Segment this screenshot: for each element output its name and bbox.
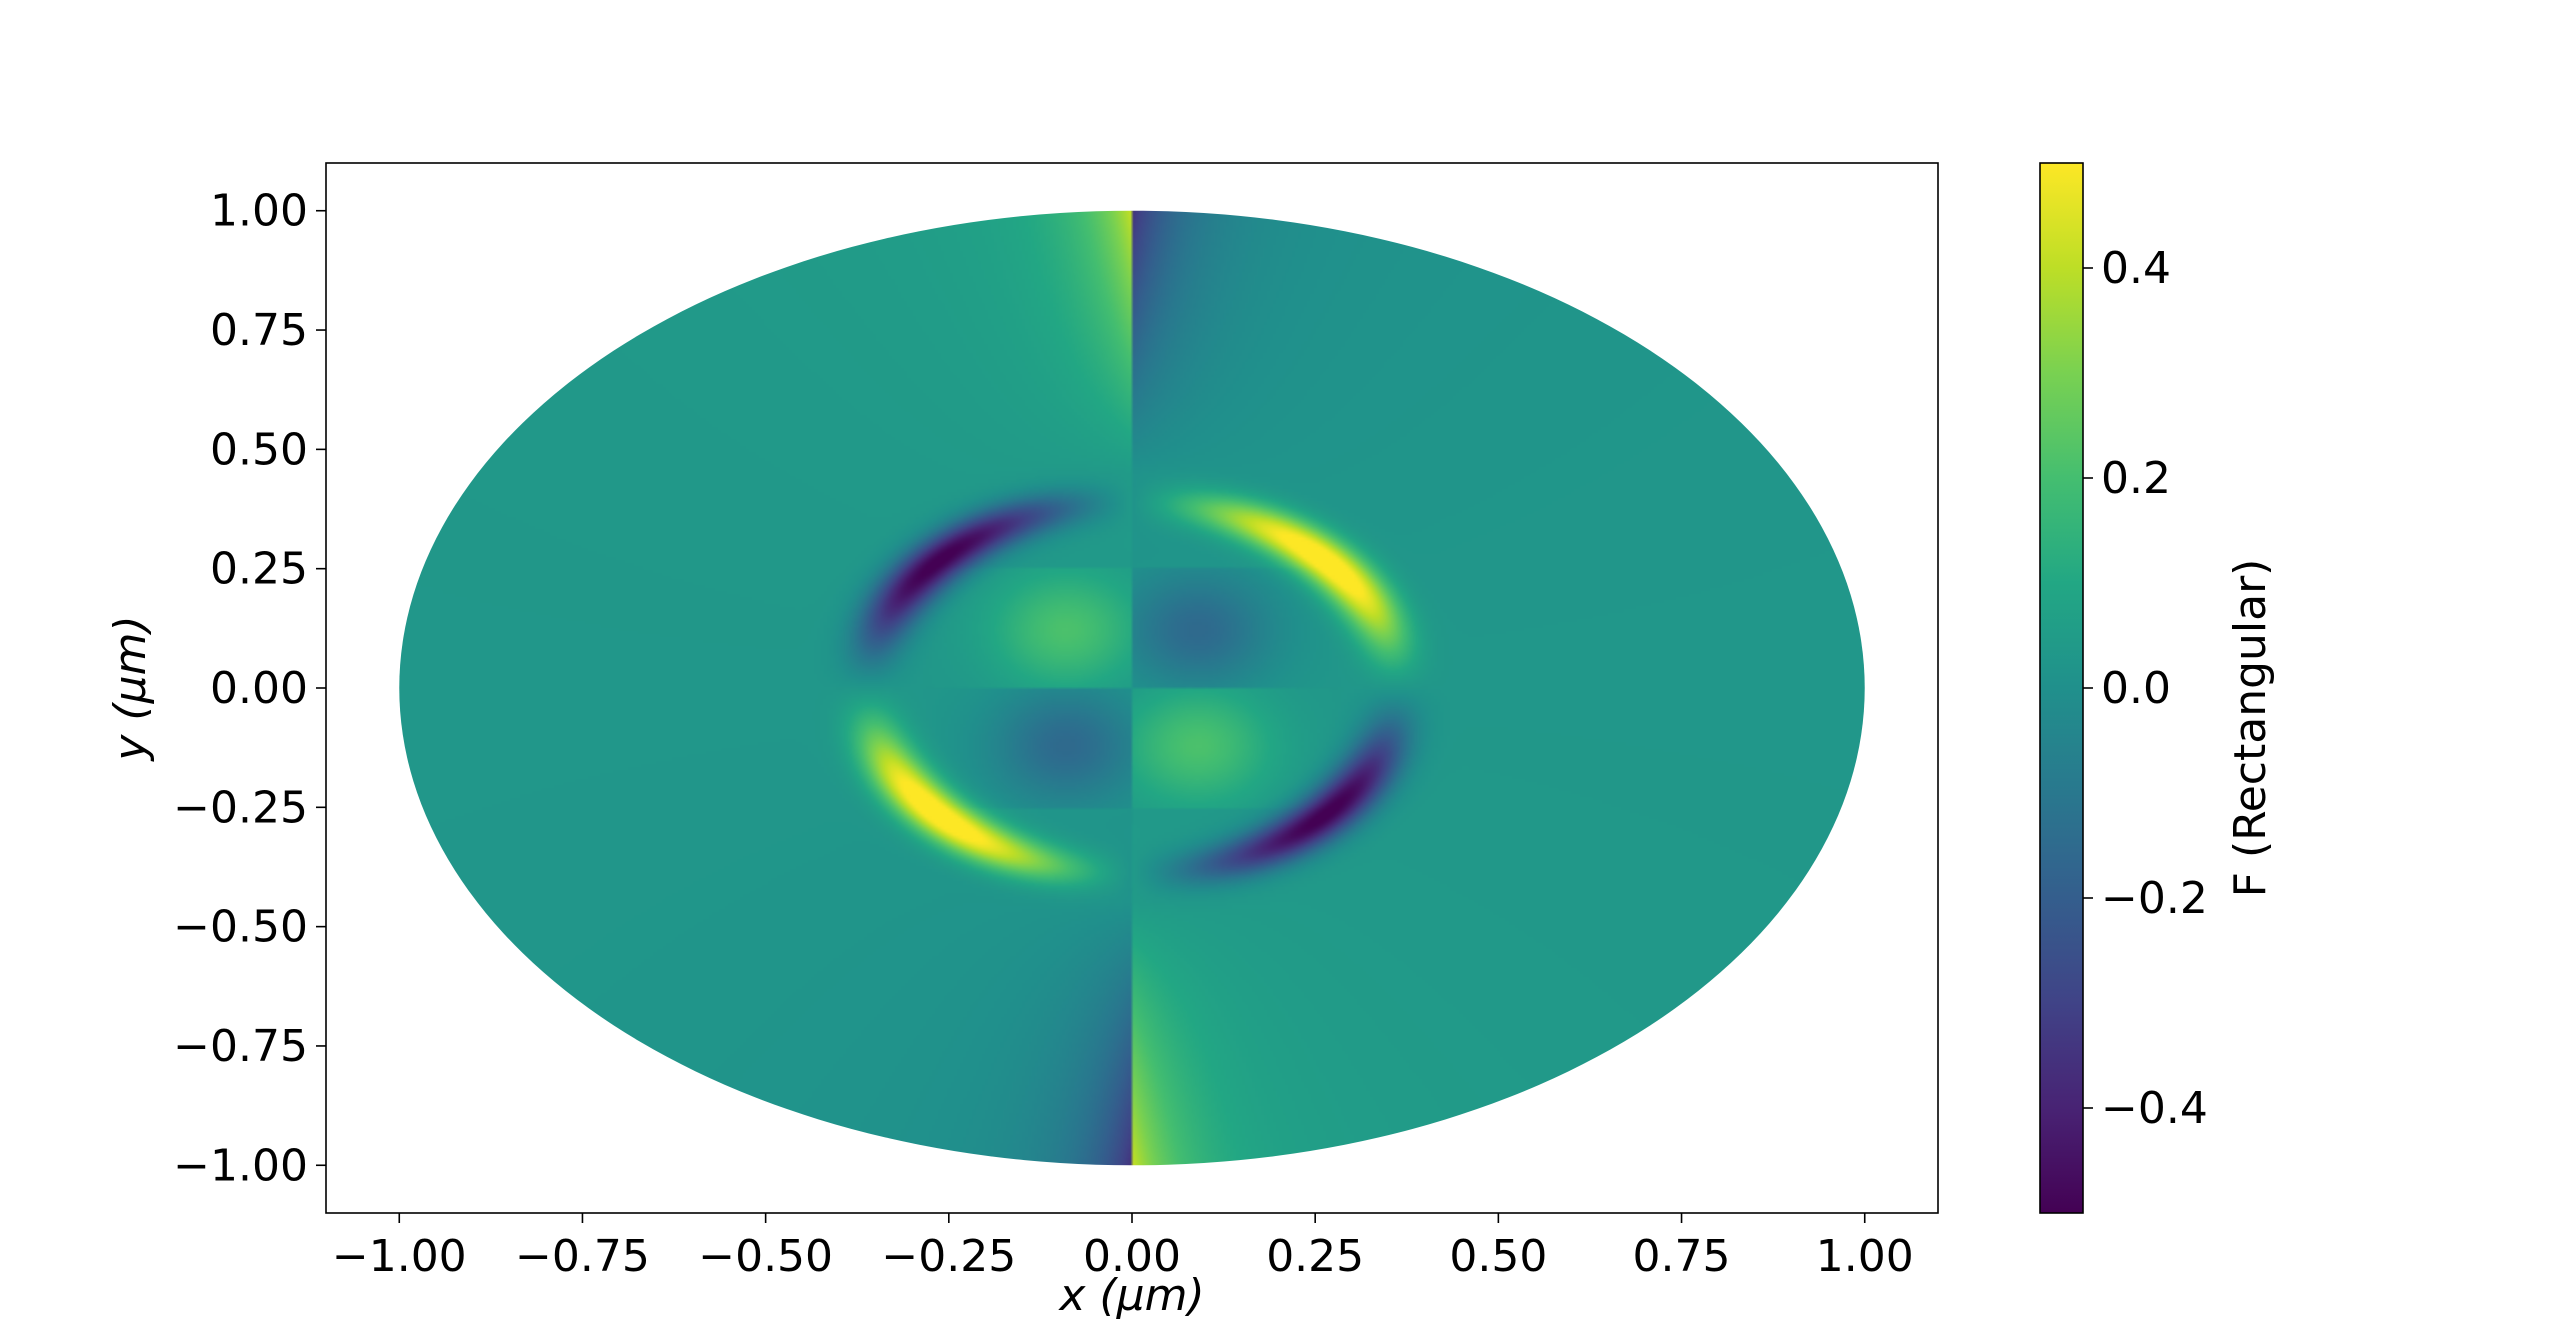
colorbar-gradient (2040, 163, 2083, 1213)
y-axis-label: y (μm) (105, 615, 156, 762)
x-axis-label: x (μm) (1057, 1270, 1204, 1321)
y-tick-label: −0.25 (173, 782, 308, 833)
colorbar: −0.4 −0.2 0.0 0.2 0.4 F (Rectangular) (2039, 162, 2276, 1214)
x-tick-label: −0.25 (881, 1231, 1016, 1282)
y-axis: −1.00 −0.75 −0.50 −0.25 0.00 0.25 0.50 0.75 1.00 (173, 186, 326, 1191)
colorbar-tick-label: 0.2 (2101, 453, 2171, 504)
y-tick-label: 1.00 (210, 186, 308, 237)
colorbar-tick-label: −0.2 (2101, 873, 2208, 924)
colorbar-tick-label: −0.4 (2101, 1083, 2208, 1134)
y-tick-label: 0.75 (210, 305, 308, 356)
x-tick-label: 0.00 (1083, 1231, 1181, 1282)
y-tick-label: 0.25 (210, 544, 308, 595)
colorbar-tick-label: 0.0 (2101, 663, 2171, 714)
y-tick-label: −1.00 (173, 1140, 308, 1191)
x-tick-label: 0.75 (1633, 1231, 1731, 1282)
heatmap (399, 210, 1865, 1166)
y-tick-label: 0.00 (210, 663, 308, 714)
x-axis: −1.00 −0.75 −0.50 −0.25 0.00 0.25 0.50 0.75 1.00 (332, 1213, 1914, 1282)
y-tick-label: −0.75 (173, 1021, 308, 1072)
y-tick-label: −0.50 (173, 902, 308, 953)
x-tick-label: 0.25 (1266, 1231, 1364, 1282)
colorbar-tick-label: 0.4 (2101, 243, 2171, 294)
x-tick-label: −1.00 (332, 1231, 467, 1282)
x-tick-label: 0.50 (1449, 1231, 1547, 1282)
colorbar-label: F (Rectangular) (2225, 559, 2276, 898)
plot-area (325, 162, 1939, 1214)
y-tick-label: 0.50 (210, 424, 308, 475)
x-tick-label: 1.00 (1816, 1231, 1914, 1282)
x-tick-label: −0.50 (698, 1231, 833, 1282)
colorbar-ticks: −0.4 −0.2 0.0 0.2 0.4 (2083, 243, 2208, 1134)
x-tick-label: −0.75 (515, 1231, 650, 1282)
